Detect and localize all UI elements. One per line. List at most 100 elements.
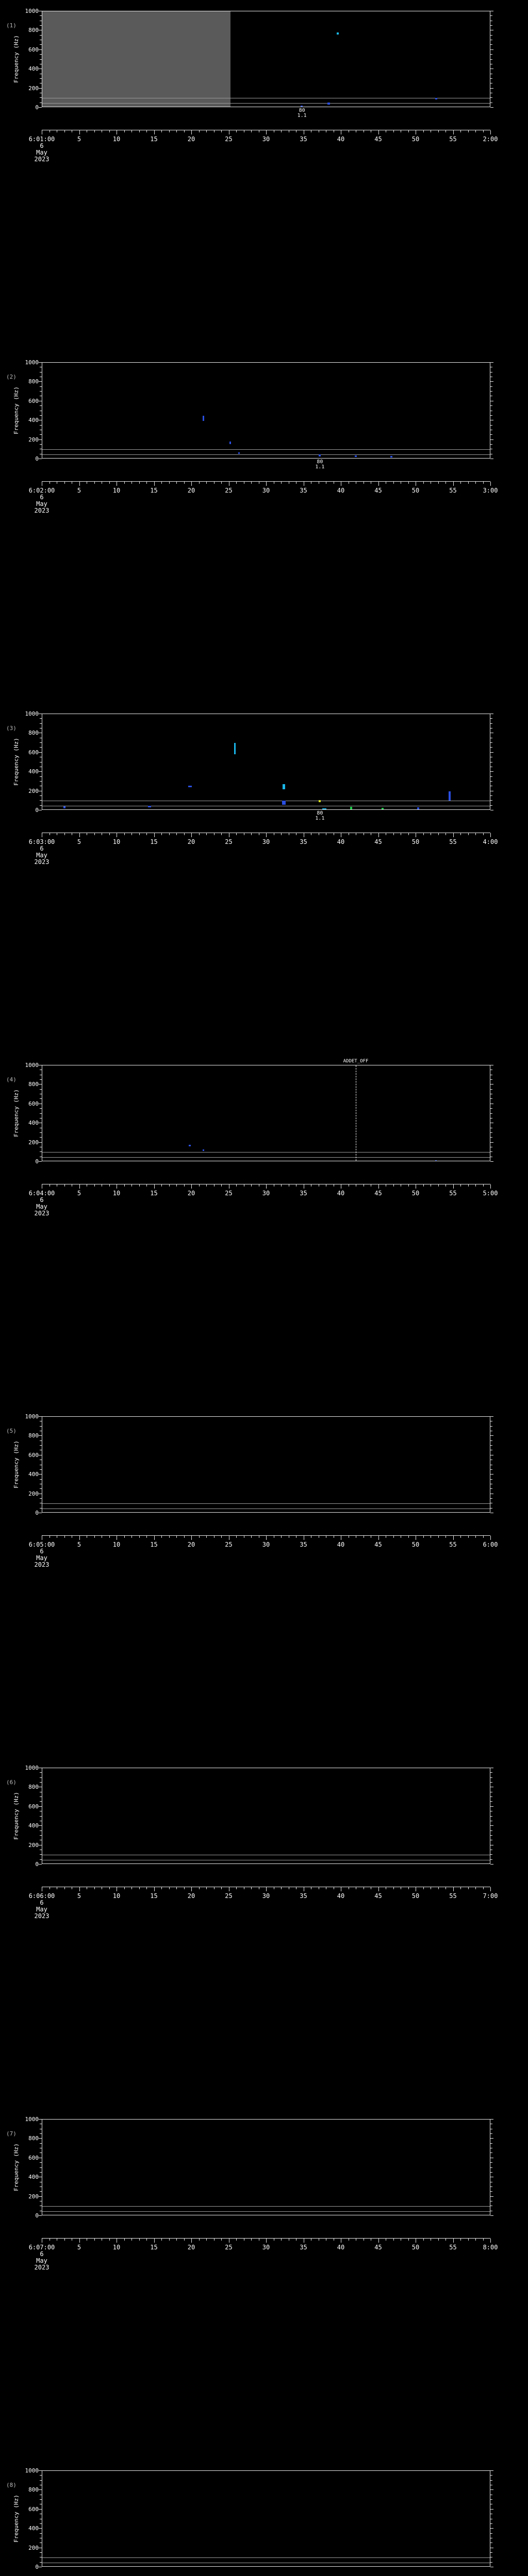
detection-mark <box>175 1160 177 1161</box>
x-axis-start-label-line: 6 <box>40 2250 44 2258</box>
x-tick-major <box>453 1887 454 1891</box>
x-axis-end-label: 4:00 <box>483 838 498 845</box>
x-tick-minor <box>206 1887 207 1889</box>
x-tick-major <box>154 1887 155 1891</box>
y-tick-label: 600 <box>28 46 39 53</box>
x-axis-start-label: 6:06:00 6 May 2023 <box>29 1893 55 1920</box>
y-tick-label: 800 <box>28 2486 39 2494</box>
x-tick-minor <box>176 1184 177 1187</box>
x-tick-minor <box>468 130 469 132</box>
y-tick-minor-right <box>490 434 492 435</box>
y-tick-label: 600 <box>28 1451 39 1459</box>
x-axis <box>42 481 491 486</box>
y-tick-minor-right <box>490 1137 492 1138</box>
x-tick-minor <box>146 833 147 835</box>
x-tick-minor <box>221 1887 222 1889</box>
x-tick-minor <box>176 1887 177 1889</box>
x-axis-tick-label: 30 <box>262 487 270 494</box>
x-axis <box>42 1184 491 1189</box>
x-axis-start-label: 6:07:00 6 May 2023 <box>29 2244 55 2271</box>
x-tick-major <box>266 1536 267 1540</box>
x-axis-tick-label: 55 <box>449 135 457 143</box>
x-tick-minor <box>131 1184 132 1187</box>
y-tick-mark-right <box>490 439 493 440</box>
x-tick-minor <box>438 1887 439 1889</box>
x-tick-minor <box>176 833 177 835</box>
x-tick-minor <box>423 2239 424 2241</box>
x-tick-minor <box>184 833 185 835</box>
y-tick-minor <box>40 1859 42 1860</box>
y-tick-minor <box>40 781 42 782</box>
y-tick-label: 400 <box>28 768 39 775</box>
y-tick-mark <box>39 1435 42 1436</box>
y-tick-minor-right <box>490 2480 492 2481</box>
x-tick-minor <box>393 833 394 835</box>
x-tick-minor <box>251 1536 252 1538</box>
panel-body: (1) Frequency (Hz) 0 200 400 600 800 1000 80 1.1 6… <box>0 0 528 176</box>
x-tick-minor <box>251 1887 252 1889</box>
x-tick-minor <box>176 482 177 484</box>
y-axis-label: Frequency (Hz) <box>13 1089 20 1137</box>
x-tick-minor <box>146 1887 147 1889</box>
x-axis-tick-label: 10 <box>112 1892 121 1900</box>
x-tick-minor <box>483 130 484 132</box>
x-tick-minor <box>64 1184 65 1187</box>
x-axis-tick-label: 30 <box>262 838 270 845</box>
y-tick-minor <box>40 747 42 748</box>
x-axis-tick-label: 10 <box>112 1541 121 1548</box>
x-axis-start-label-line: 2023 <box>34 2264 50 2271</box>
y-tick-mark <box>39 2119 42 2120</box>
x-tick-major <box>378 1887 379 1891</box>
x-tick-major <box>378 1184 379 1189</box>
y-tick-mark <box>39 1416 42 1417</box>
y-tick-label: 0 <box>35 104 39 111</box>
y-tick-minor-right <box>490 1098 492 1099</box>
x-axis-tick-label: 45 <box>374 1190 382 1197</box>
x-axis-tick-label: 5 <box>77 1892 81 1900</box>
y-tick-mark-right <box>490 2119 493 2120</box>
x-tick-minor <box>206 2239 207 2241</box>
x-tick-major <box>266 833 267 837</box>
x-axis-start-label-line: 6 <box>40 845 44 852</box>
x-tick-minor <box>281 833 282 835</box>
x-tick-minor <box>124 130 125 132</box>
detection-mark <box>448 791 451 801</box>
x-tick-minor <box>161 130 162 132</box>
y-tick-label: 1000 <box>25 8 39 14</box>
y-tick-mark-right <box>490 1142 493 1143</box>
x-axis-start-label: 6:01:00 6 May 2023 <box>29 136 55 163</box>
x-tick-minor <box>169 2239 170 2241</box>
y-tick-minor-right <box>490 776 492 777</box>
x-axis-tick-label: 50 <box>411 1541 420 1548</box>
x-axis-tick-label: 55 <box>449 487 457 494</box>
x-axis-start-label-line: 6:04:00 <box>28 1190 55 1197</box>
panel-body: (2) Frequency (Hz) 0 200 400 600 800 1000 80 1.1 6… <box>0 351 528 527</box>
x-axis <box>42 1887 491 1891</box>
detection-mark <box>238 452 240 454</box>
reference-gridline <box>42 2211 490 2212</box>
x-tick-minor <box>109 482 110 484</box>
x-tick-minor <box>109 833 110 835</box>
y-tick-minor-right <box>490 2533 492 2534</box>
y-tick-label: 1000 <box>25 1413 39 1420</box>
panel-body: (6) Frequency (Hz) 0 200 400 600 800 1000 6:06:0… <box>0 1757 528 1933</box>
x-tick-minor <box>221 2239 222 2241</box>
y-tick-mark <box>39 2138 42 2139</box>
x-tick-major <box>154 1184 155 1189</box>
y-tick-label: 400 <box>28 1120 39 1127</box>
y-tick-mark-right <box>490 2509 493 2510</box>
detection-mark <box>283 784 286 789</box>
count-annotation: 80 1.1 <box>298 108 307 118</box>
y-tick-label: 0 <box>35 2212 39 2219</box>
x-axis-start-label-line: 2023 <box>34 858 50 866</box>
y-tick-minor <box>40 1498 42 1499</box>
x-tick-minor <box>109 130 110 132</box>
detection-mark <box>336 32 339 35</box>
x-tick-minor <box>475 1536 476 1538</box>
x-tick-major <box>191 1887 192 1891</box>
y-tick-minor <box>40 2480 42 2481</box>
y-axis-label: Frequency (Hz) <box>13 1792 20 1840</box>
y-tick-mark-right <box>490 107 493 108</box>
panel-8: (8)Frequency (Hz)020040060080010006:08:0… <box>0 2460 528 2576</box>
